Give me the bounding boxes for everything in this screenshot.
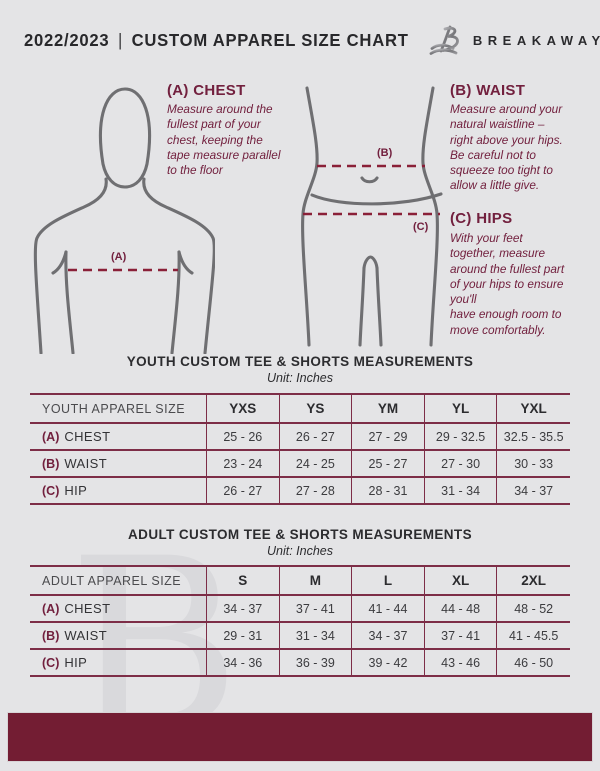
youth-waist-yl: 27 - 30: [424, 451, 498, 478]
row-label: WAIST: [64, 456, 108, 471]
adult-header-2xl: 2XL: [497, 567, 570, 596]
row-key: (A): [42, 429, 60, 444]
youth-hip-yl: 31 - 34: [425, 478, 498, 503]
figure-hip-label: (C): [413, 221, 429, 233]
youth-header-yl: YL: [424, 395, 498, 424]
breakaway-b-logo-icon: [429, 25, 459, 55]
hips-instruction-heading: (C) HIPS: [450, 210, 513, 227]
youth-waist-ym: 25 - 27: [352, 451, 425, 478]
figure-chest-label: (A): [111, 251, 127, 263]
hips-instruction-body: With your feet together, measure around …: [450, 231, 565, 337]
row-key: (B): [42, 628, 60, 643]
adult-hip-row-label: (C) HIP: [30, 650, 207, 675]
adult-header-xl: XL: [424, 567, 498, 596]
youth-waist-yxl: 30 - 33: [497, 451, 570, 478]
youth-waist-yxs: 23 - 24: [207, 451, 280, 478]
adult-chest-2xl: 48 - 52: [497, 596, 570, 623]
adult-waist-xl: 37 - 41: [424, 623, 498, 650]
youth-hip-ym: 28 - 31: [352, 478, 425, 503]
adult-chest-row-label: (A) CHEST: [30, 596, 207, 623]
youth-chest-yxs: 25 - 26: [207, 424, 280, 451]
youth-chest-row-label: (A) CHEST: [30, 424, 207, 451]
row-key: (C): [42, 655, 60, 670]
adult-table-unit: Unit: Inches: [266, 544, 333, 558]
youth-hip-yxs: 26 - 27: [207, 478, 280, 503]
youth-chest-ym: 27 - 29: [352, 424, 425, 451]
figure-waist-label: (B): [377, 147, 393, 159]
lower-torso-figure: [301, 86, 443, 347]
adult-header-s: S: [207, 567, 280, 596]
adult-chest-m: 37 - 41: [279, 596, 353, 623]
youth-chest-yxl: 32.5 - 35.5: [497, 424, 570, 451]
youth-table-unit: Unit: Inches: [266, 371, 333, 385]
youth-waist-ys: 24 - 25: [279, 451, 353, 478]
adult-waist-row-label: (B) WAIST: [30, 623, 207, 650]
adult-hip-2xl: 46 - 50: [514, 655, 554, 670]
title-text: CUSTOM APPAREL SIZE CHART: [131, 29, 409, 50]
adult-hip-s: 34 - 36: [207, 650, 280, 675]
adult-waist-2xl: 41 - 45.5: [497, 623, 570, 650]
row-key: (C): [42, 483, 60, 498]
youth-header-ym: YM: [352, 395, 425, 424]
row-label: CHEST: [64, 429, 111, 444]
header: 2022/2023 | CUSTOM APPAREL SIZE CHART BREA…: [24, 20, 600, 60]
youth-hip-yxl: 34 - 37: [514, 483, 554, 498]
adult-waist-s: 29 - 31: [207, 623, 280, 650]
adult-header-l: L: [352, 567, 425, 596]
youth-chest-ys: 26 - 27: [279, 424, 353, 451]
adult-size-table: ADULT APPAREL SIZE S M L XL 2XL (A) CHES…: [30, 565, 570, 677]
adult-chest-xl: 44 - 48: [424, 596, 498, 623]
chest-instruction-body: Measure around the fullest part of your …: [167, 102, 281, 178]
youth-header-yxl: YXL: [497, 395, 570, 424]
adult-table-title: ADULT CUSTOM TEE & SHORTS MEASUREMENTS: [128, 527, 472, 542]
row-label: WAIST: [64, 628, 108, 643]
row-key: (A): [42, 601, 60, 616]
brand-name: BREAKAWAY: [472, 32, 600, 48]
youth-size-table: YOUTH APPAREL SIZE YXS YS YM YL YXL (A) …: [30, 393, 570, 505]
upper-torso-figure: [33, 87, 215, 354]
adult-hip-xl: 43 - 46: [425, 650, 498, 675]
footer-bar: [7, 712, 593, 762]
adult-waist-l: 34 - 37: [352, 623, 425, 650]
youth-header-size-col: YOUTH APPAREL SIZE: [30, 395, 207, 424]
adult-header-size-col: ADULT APPAREL SIZE: [30, 567, 207, 596]
brand-lockup: BREAKAWAY: [429, 24, 600, 57]
title-year: 2022/2023: [24, 29, 110, 50]
row-label: HIP: [64, 655, 88, 670]
youth-hip-row-label: (C) HIP: [30, 478, 207, 503]
youth-header-yxs: YXS: [207, 395, 280, 424]
row-label: HIP: [64, 483, 88, 498]
youth-chest-yl: 29 - 32.5: [424, 424, 498, 451]
page-title: 2022/2023 | CUSTOM APPAREL SIZE CHART: [24, 30, 409, 51]
youth-waist-row-label: (B) WAIST: [30, 451, 207, 478]
adult-waist-m: 31 - 34: [279, 623, 353, 650]
adult-chest-l: 41 - 44: [352, 596, 425, 623]
youth-hip-ys: 27 - 28: [280, 478, 353, 503]
adult-header-m: M: [279, 567, 353, 596]
title-separator: |: [117, 29, 124, 50]
adult-hip-m: 36 - 39: [280, 650, 353, 675]
adult-hip-l: 39 - 42: [352, 650, 425, 675]
youth-table-title: YOUTH CUSTOM TEE & SHORTS MEASUREMENTS: [126, 354, 474, 369]
adult-chest-s: 34 - 37: [207, 596, 280, 623]
waist-instruction-heading: (B) WAIST: [450, 82, 526, 99]
row-label: CHEST: [64, 601, 111, 616]
chest-instruction-heading: (A) CHEST: [167, 82, 246, 99]
row-key: (B): [42, 456, 60, 471]
waist-instruction-body: Measure around your natural waistline – …: [450, 102, 563, 193]
youth-header-ys: YS: [279, 395, 353, 424]
